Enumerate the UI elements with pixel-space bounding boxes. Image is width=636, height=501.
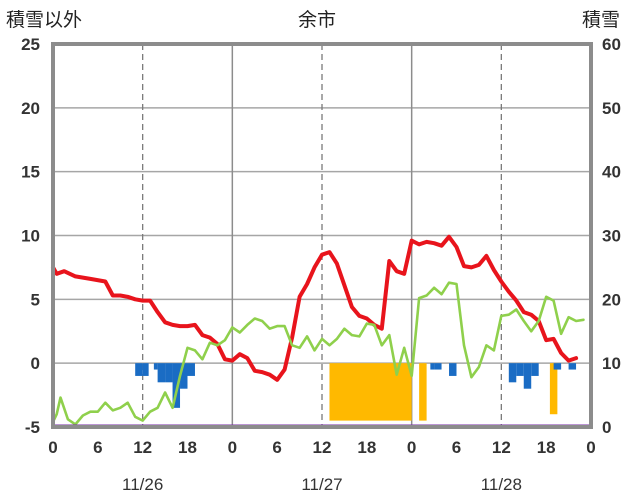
- left-axis-label: 積雪以外: [6, 9, 83, 31]
- snow_decrease-bar: [430, 363, 435, 370]
- date-label: 11/26: [122, 475, 163, 494]
- snowfall-bar: [419, 363, 427, 421]
- x-tick-label: 18: [537, 438, 556, 457]
- snow_decrease-bar: [135, 363, 143, 376]
- right-tick-label: 20: [602, 290, 621, 309]
- snowfall-bar: [329, 363, 412, 421]
- x-tick-label: 18: [357, 438, 376, 457]
- snow_decrease-bar: [142, 363, 149, 376]
- snow_decrease-bar: [531, 363, 539, 376]
- snow_decrease-bar: [180, 363, 188, 389]
- snow_decrease-bar: [172, 363, 181, 408]
- chart-title: 余市: [298, 9, 337, 31]
- x-tick-label: 6: [452, 438, 461, 457]
- wind-line: [51, 281, 585, 426]
- date-label: 11/27: [301, 475, 342, 494]
- right-tick-label: 10: [602, 354, 621, 373]
- x-tick-label: 0: [586, 438, 595, 457]
- right-axis-label: 積雪: [582, 9, 621, 31]
- left-tick-label: -5: [25, 418, 40, 437]
- x-tick-label: 0: [407, 438, 416, 457]
- snowfall-bar: [549, 363, 558, 415]
- right-tick-label: 50: [602, 99, 621, 118]
- x-tick-label: 12: [133, 438, 152, 457]
- x-tick-label: 18: [178, 438, 197, 457]
- snow_decrease-bar: [516, 363, 524, 376]
- left-tick-label: 5: [31, 290, 40, 309]
- x-tick-label: 0: [228, 438, 237, 457]
- plot-frame: [51, 42, 593, 429]
- right-tick-label: 40: [602, 163, 621, 182]
- left-tick-label: 20: [21, 99, 40, 118]
- snow_decrease-bar: [187, 363, 195, 376]
- snow_decrease-bar: [553, 363, 562, 370]
- right-tick-label: 60: [602, 35, 621, 54]
- snow_decrease-bar: [449, 363, 457, 376]
- left-tick-label: 0: [31, 354, 40, 373]
- snow_decrease-bar: [434, 363, 442, 370]
- snow_decrease-bar: [523, 363, 532, 389]
- temperature-line: [51, 234, 579, 382]
- x-tick-label: 6: [93, 438, 102, 457]
- snow_decrease-bar: [508, 363, 517, 383]
- left-tick-label: 25: [21, 35, 40, 54]
- right-tick-label: 0: [602, 418, 611, 437]
- left-tick-label: 15: [21, 163, 40, 182]
- x-tick-label: 0: [48, 438, 57, 457]
- snow_decrease-bar: [568, 363, 577, 370]
- x-tick-label: 12: [492, 438, 511, 457]
- date-label: 11/28: [481, 475, 522, 494]
- snow_decrease-bar: [157, 363, 166, 383]
- x-tick-label: 6: [272, 438, 281, 457]
- snow_decrease-bar: [153, 363, 158, 370]
- snow_decrease-bar: [165, 363, 173, 383]
- x-tick-label: 12: [313, 438, 332, 457]
- right-tick-label: 30: [602, 227, 621, 246]
- left-tick-label: 10: [21, 227, 40, 246]
